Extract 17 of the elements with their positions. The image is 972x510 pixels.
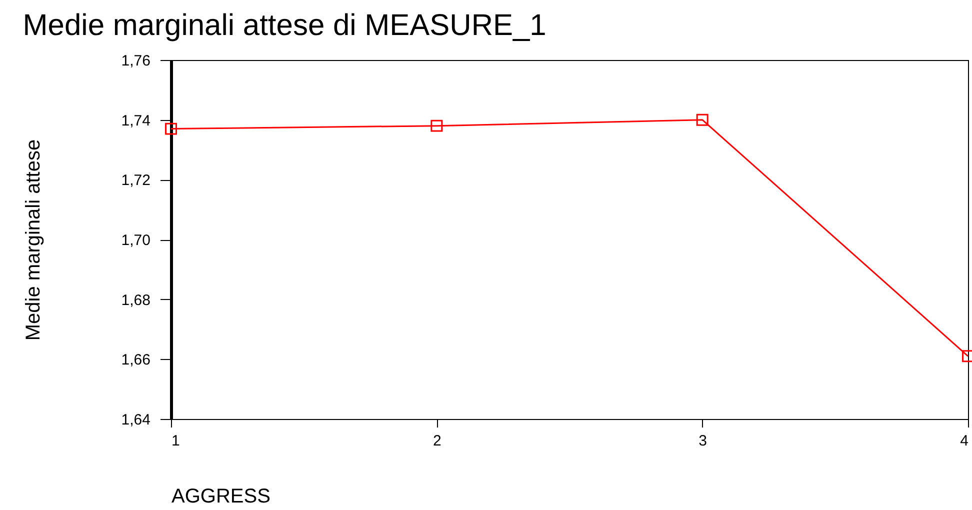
x-tick-label: 1 — [172, 432, 180, 450]
x-tick-label: 3 — [698, 432, 708, 450]
x-axis-title: AGGRESS — [172, 486, 270, 508]
x-tick-label: 2 — [432, 432, 442, 450]
point — [696, 114, 708, 126]
chart-title: Medie marginali attese di MEASURE_1 — [22, 9, 546, 42]
y-tick-label: 1,68 — [121, 292, 150, 309]
y-tick-label: 1,70 — [121, 232, 150, 249]
y-tick-label: 1,66 — [121, 352, 150, 369]
y-tick-label: 1,72 — [121, 172, 150, 190]
x-tick-label: 4 — [960, 432, 968, 450]
y-tick-label: 1,74 — [121, 112, 150, 130]
point — [165, 122, 177, 135]
y-tick-label: 1,76 — [121, 52, 150, 70]
y-axis-title: Medie marginali attese — [22, 139, 44, 341]
point — [430, 120, 443, 132]
y-tick-label: 1,64 — [121, 412, 150, 428]
